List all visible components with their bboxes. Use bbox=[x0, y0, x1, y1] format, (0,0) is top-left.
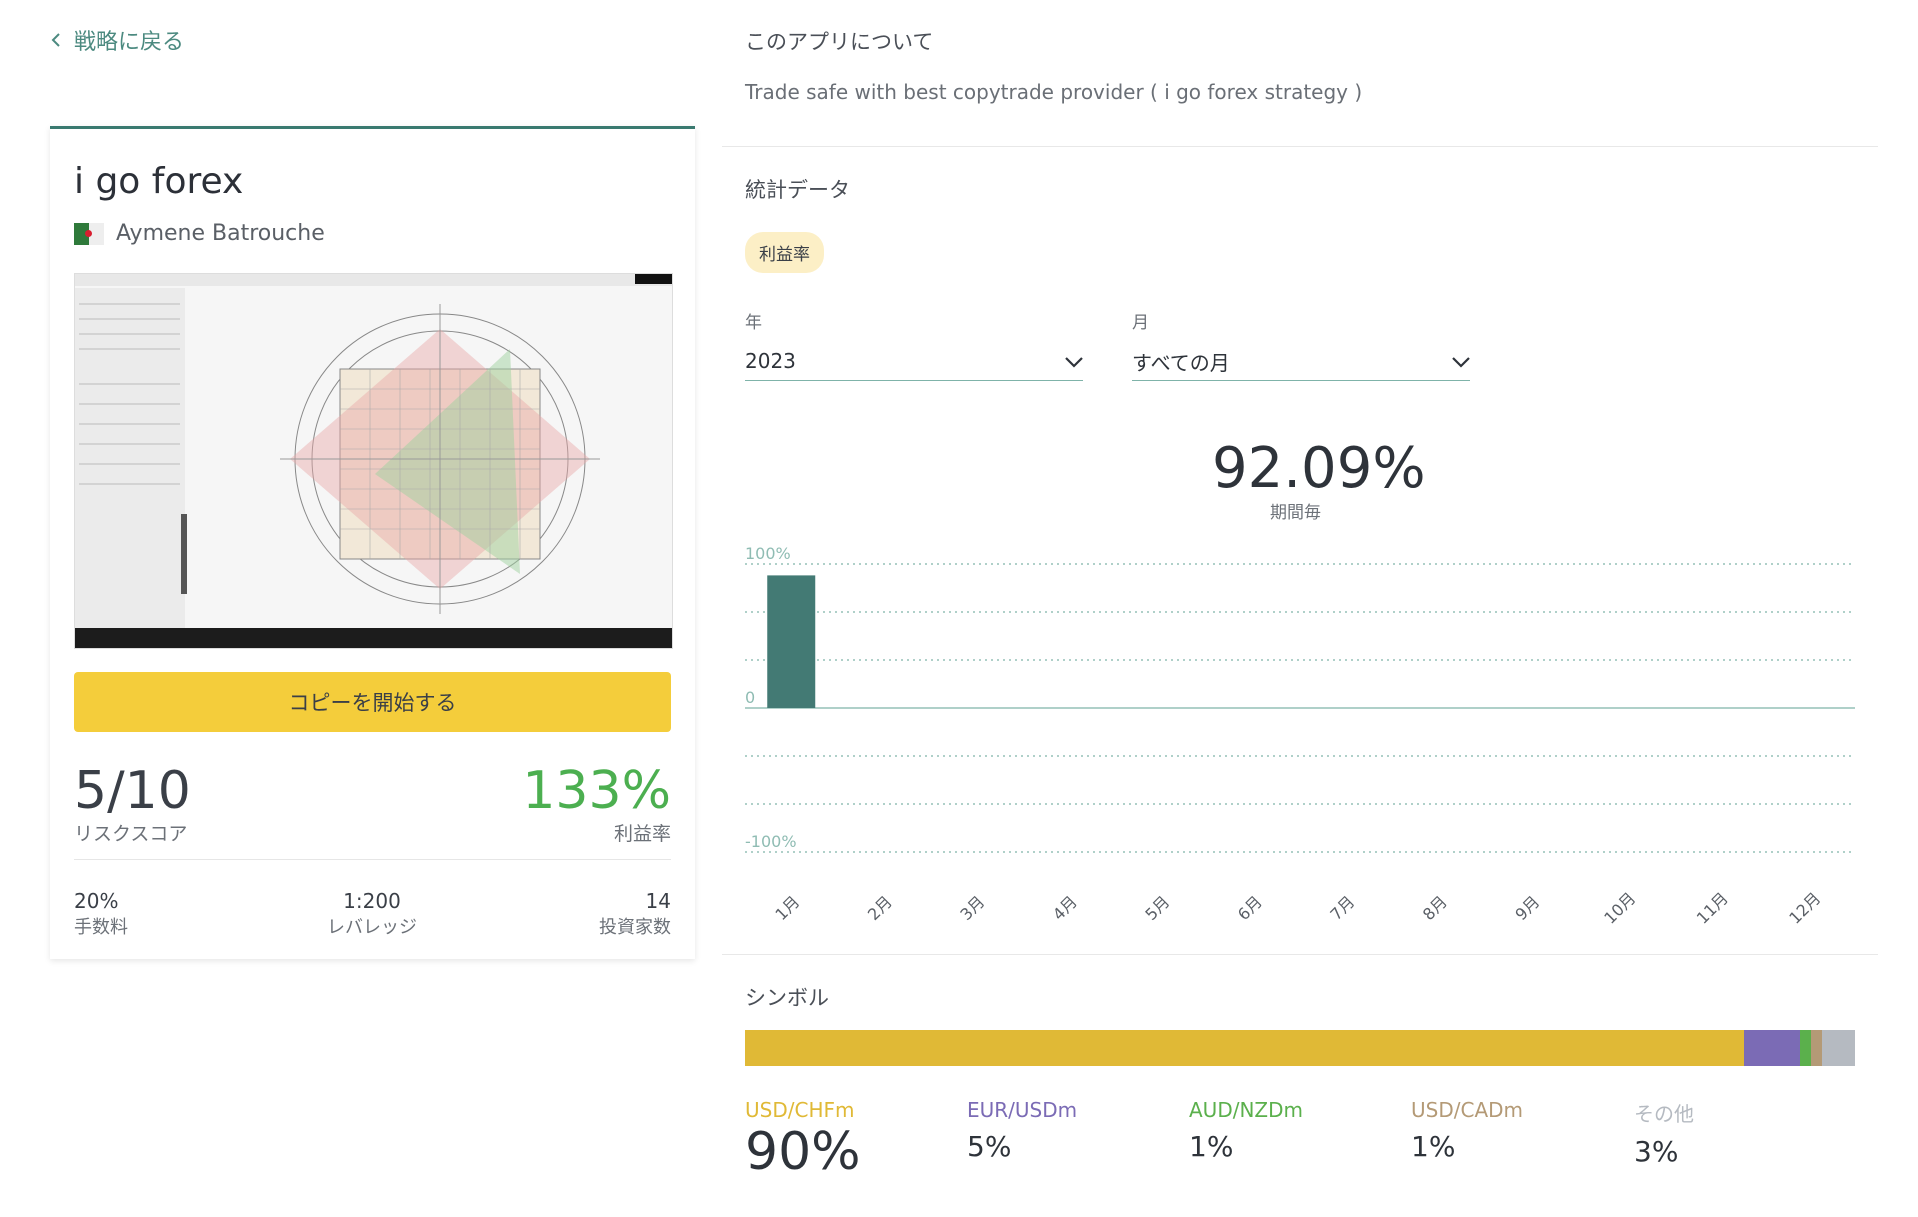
symbol-bar-segment bbox=[1744, 1030, 1800, 1066]
investors-value: 14 bbox=[645, 889, 671, 913]
symbol-item: USD/CADm 1% bbox=[1411, 1098, 1523, 1163]
x-tick-label: 6月 bbox=[1234, 892, 1266, 924]
symbol-bar-segment bbox=[1799, 1030, 1811, 1066]
symbol-percent: 3% bbox=[1634, 1135, 1679, 1168]
x-tick-label: 12月 bbox=[1785, 889, 1824, 928]
symbol-name: USD/CHFm bbox=[745, 1098, 855, 1122]
leverage-label: レバレッジ bbox=[327, 917, 417, 938]
symbol-name: EUR/USDm bbox=[967, 1098, 1078, 1122]
symbol-item: その他 3% bbox=[1634, 1098, 1694, 1168]
commission-stat: 20% 手数料 bbox=[74, 889, 128, 939]
x-tick-label: 7月 bbox=[1326, 892, 1358, 924]
about-heading: このアプリについて bbox=[745, 30, 934, 54]
symbol-distribution-bar bbox=[745, 1030, 1855, 1066]
risk-score-value: 5/10 bbox=[74, 761, 191, 821]
x-tick-label: 11月 bbox=[1693, 889, 1732, 928]
profit-rate-value: 133% bbox=[522, 761, 671, 821]
back-link-label: 戦略に戻る bbox=[74, 30, 185, 55]
symbol-percent: 5% bbox=[967, 1130, 1012, 1163]
x-tick-label: 1月 bbox=[771, 892, 803, 924]
year-select-value: 2023 bbox=[745, 349, 796, 373]
y-tick-label: 0 bbox=[745, 688, 755, 707]
month-label: 月 bbox=[1132, 313, 1149, 333]
period-profit-label: 期間毎 bbox=[1270, 503, 1321, 523]
symbol-percent: 1% bbox=[1411, 1130, 1456, 1163]
symbol-percent: 1% bbox=[1189, 1130, 1234, 1163]
strategy-card: i go forex Aymene Batrouche bbox=[50, 126, 695, 959]
back-link[interactable]: 戦略に戻る bbox=[50, 24, 184, 56]
x-tick-label: 2月 bbox=[864, 892, 896, 924]
chevron-left-icon bbox=[50, 28, 64, 53]
symbol-item: USD/CHFm 90% bbox=[745, 1098, 861, 1182]
month-select-value: すべての月 bbox=[1132, 350, 1230, 375]
profit-rate-label: 利益率 bbox=[613, 823, 671, 845]
commission-value: 20% bbox=[74, 889, 119, 913]
symbol-item: AUD/NZDm 1% bbox=[1189, 1098, 1303, 1163]
x-tick-label: 10月 bbox=[1600, 889, 1639, 928]
year-label: 年 bbox=[745, 313, 762, 333]
month-select[interactable]: すべての月 bbox=[1132, 342, 1470, 381]
year-select[interactable]: 2023 bbox=[745, 342, 1083, 381]
section-divider bbox=[722, 146, 1878, 147]
stats-heading: 統計データ bbox=[745, 178, 850, 202]
symbol-item: EUR/USDm 5% bbox=[967, 1098, 1077, 1163]
investors-stat: 14 投資家数 bbox=[599, 889, 671, 939]
card-divider bbox=[74, 859, 671, 860]
x-tick-label: 9月 bbox=[1511, 892, 1543, 924]
section-divider bbox=[722, 954, 1878, 955]
author-row: Aymene Batrouche bbox=[74, 221, 325, 246]
y-tick-label: 100% bbox=[745, 544, 791, 563]
x-tick-label: 8月 bbox=[1419, 892, 1451, 924]
risk-score-label: リスクスコア bbox=[74, 823, 188, 845]
x-tick-label: 4月 bbox=[1049, 892, 1081, 924]
period-profit-value: 92.09% bbox=[1212, 436, 1426, 501]
investors-label: 投資家数 bbox=[599, 917, 671, 938]
monthly-profit-chart: 100% 0 -100% 1月 2月 3月 4月 5月 6月 7月 8月 9月 10月 11月 12月 bbox=[745, 544, 1855, 928]
author-name: Aymene Batrouche bbox=[116, 221, 325, 246]
symbol-name: USD/CADm bbox=[1411, 1098, 1524, 1122]
symbol-name: その他 bbox=[1634, 1102, 1694, 1126]
symbol-bar-segment bbox=[745, 1030, 1744, 1066]
symbol-bar-segment bbox=[1810, 1030, 1822, 1066]
chevron-down-icon bbox=[1452, 349, 1470, 373]
strategy-title: i go forex bbox=[74, 161, 244, 202]
start-copy-button[interactable]: コピーを開始する bbox=[74, 672, 671, 732]
symbols-heading: シンボル bbox=[745, 986, 829, 1010]
leverage-value: 1:200 bbox=[343, 889, 401, 913]
about-text: Trade safe with best copytrade provider … bbox=[745, 80, 1363, 104]
profit-rate-chip[interactable]: 利益率 bbox=[745, 232, 824, 273]
symbol-name: AUD/NZDm bbox=[1189, 1098, 1304, 1122]
x-tick-label: 5月 bbox=[1141, 892, 1173, 924]
symbol-bar-segment bbox=[1821, 1030, 1855, 1066]
strategy-image bbox=[74, 273, 673, 649]
x-tick-label: 3月 bbox=[956, 892, 988, 924]
bar[interactable] bbox=[767, 575, 816, 708]
leverage-stat: 1:200 レバレッジ bbox=[322, 889, 422, 939]
commission-label: 手数料 bbox=[74, 917, 128, 938]
algeria-flag-icon bbox=[74, 222, 104, 245]
chevron-down-icon bbox=[1065, 349, 1083, 373]
y-tick-label: -100% bbox=[745, 832, 797, 851]
symbol-percent: 90% bbox=[745, 1122, 861, 1182]
